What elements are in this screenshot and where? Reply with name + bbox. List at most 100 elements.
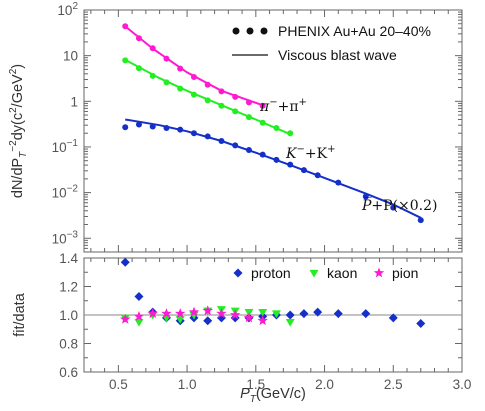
data-point-proton	[335, 179, 342, 186]
data-point-kaon	[218, 102, 225, 109]
data-point-proton	[232, 142, 239, 149]
ratio-point-pion	[175, 308, 186, 318]
data-point-proton	[122, 124, 129, 131]
data-point-pion	[245, 99, 252, 106]
y-tick-label: 1.0	[59, 308, 78, 323]
legend-label-kaon: kaon	[327, 265, 357, 281]
data-point-proton	[300, 167, 307, 174]
ratio-point-pion	[161, 308, 172, 318]
data-point-pion	[163, 55, 170, 62]
y-title-part: 2	[8, 107, 19, 113]
ratio-point-proton	[361, 309, 371, 319]
tick-exponent: −2	[67, 184, 79, 195]
data-point-kaon	[287, 130, 294, 137]
y-tick-label: 0.6	[59, 365, 78, 380]
ratio-point-pion	[202, 305, 213, 316]
ratio-point-proton	[120, 257, 130, 267]
y-tick-label: 102	[57, 1, 78, 18]
series-label-proton: P̅+P(×0.2)	[361, 195, 438, 214]
data-point-pion	[232, 93, 239, 100]
label-part: +P(×0.2)	[371, 198, 437, 214]
ratio-point-kaon	[258, 309, 268, 317]
data-point-kaon	[259, 119, 266, 126]
y-title-part: /GeV	[10, 74, 26, 107]
x-tick-label: 1.5	[246, 377, 265, 392]
ratio-point-proton	[285, 310, 295, 320]
data-point-kaon	[177, 85, 184, 92]
ratio-point-proton	[203, 316, 213, 326]
y-tick-label: 1.2	[59, 280, 78, 295]
data-point-pion	[218, 88, 225, 95]
data-point-pion	[122, 23, 129, 30]
ratio-point-pion	[188, 306, 200, 317]
label-part: +K	[305, 146, 328, 162]
data-point-proton	[245, 146, 252, 153]
data-point-pion	[177, 65, 184, 72]
x-tick-label: 2.5	[384, 377, 403, 392]
legend-marker-kaon	[309, 269, 319, 278]
legend-label-proton: proton	[251, 265, 291, 281]
label-part: K	[285, 146, 298, 162]
data-point-proton	[135, 121, 142, 128]
data-point-proton	[314, 172, 321, 179]
ratio-point-kaon	[285, 318, 295, 327]
x-axis-title: PT(GeV/c)	[240, 386, 306, 405]
ratio-point-pion	[243, 312, 255, 323]
data-point-proton	[273, 156, 280, 163]
data-point-pion	[135, 35, 142, 42]
y-title-part: dy(c	[10, 113, 26, 140]
data-point-kaon	[149, 72, 156, 79]
data-point-pion	[190, 74, 197, 81]
y-axis-title-ratio: fit/data	[12, 292, 28, 336]
tick-mantissa: 10	[52, 231, 67, 246]
legend-marker-data	[260, 27, 268, 35]
data-point-proton	[190, 130, 197, 137]
legend-label-pion: pion	[392, 265, 418, 281]
ratio-point-proton	[313, 307, 323, 317]
y-tick-label: 0.8	[59, 337, 78, 352]
data-point-proton	[149, 123, 156, 130]
y-title-part: T	[18, 151, 29, 158]
y-tick-label: 1	[70, 94, 78, 109]
data-point-proton	[287, 161, 294, 168]
data-point-proton	[204, 133, 211, 140]
y-tick-label: 10−3	[52, 229, 79, 246]
data-point-pion	[204, 81, 211, 88]
label-part: −	[296, 144, 304, 155]
series-label-pion: π−+π+	[259, 97, 307, 115]
data-point-pion	[259, 102, 266, 109]
ratio-point-pion	[257, 315, 268, 326]
legend-spectra: PHENIX Au+Au 20–40% Viscous blast wave	[232, 23, 431, 63]
ratio-point-proton	[333, 309, 343, 319]
data-point-proton	[218, 138, 225, 145]
tick-exponent: 2	[72, 1, 78, 12]
x-title-tail: (GeV/c)	[256, 386, 306, 402]
x-tick-label: 2.0	[315, 377, 334, 392]
label-part: −	[269, 97, 277, 108]
x-title-sub: T	[250, 394, 257, 405]
x-tick-label: 3.0	[453, 377, 472, 392]
tick-exponent: −3	[67, 229, 79, 240]
label-part: +π	[278, 99, 299, 115]
data-point-pion	[149, 45, 156, 52]
label-part: P̅	[361, 195, 372, 214]
legend-model-label: Viscous blast wave	[278, 47, 397, 63]
tick-mantissa: 1	[70, 94, 78, 109]
tick-mantissa: 10	[52, 186, 67, 201]
data-point-proton	[163, 125, 170, 132]
y-axis-title-spectra: dN/dPT−2dy(c2/GeV2)	[8, 64, 29, 198]
y-tick-label: 10−2	[52, 184, 79, 201]
data-point-proton	[177, 126, 184, 133]
label-part: +	[299, 97, 307, 108]
ratio-point-pion	[216, 308, 227, 318]
legend-marker-data	[232, 27, 240, 35]
y-tick-label: 10−1	[52, 138, 79, 155]
tick-mantissa: 10	[57, 3, 72, 18]
x-tick-label: 1.0	[178, 377, 197, 392]
legend-data-label: PHENIX Au+Au 20–40%	[278, 23, 431, 39]
tick-mantissa: 10	[52, 140, 67, 155]
data-point-proton	[362, 193, 369, 200]
ratio-point-kaon	[175, 316, 185, 324]
spectra-panel: 10−310−210−1110102π−+π+K−+K+P̅+P(×0.2)PH…	[8, 1, 463, 253]
